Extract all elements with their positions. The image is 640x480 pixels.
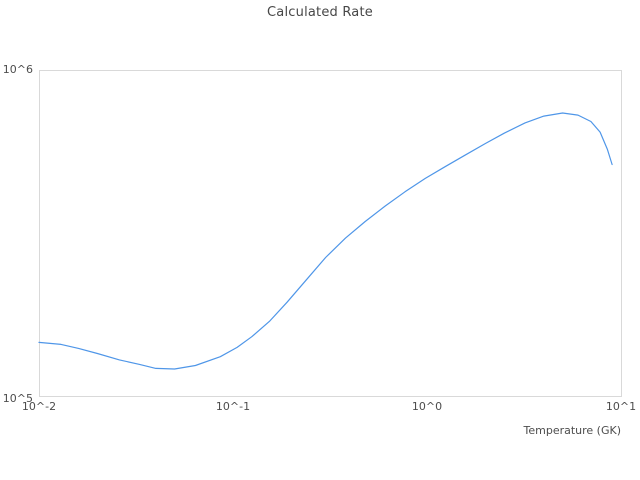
y-tick-10e5: 10^5 [2, 392, 33, 405]
y-tick-10e6: 10^6 [2, 63, 33, 76]
chart-title: Calculated Rate [267, 5, 373, 20]
x-tick-10e-1: 10^-1 [215, 400, 251, 413]
x-tick-10e-2: 10^-2 [21, 400, 57, 413]
x-tick-10e1: 10^1 [605, 400, 637, 413]
x-axis-label: Temperature (GK) [523, 424, 622, 437]
x-tick-10e0: 10^0 [411, 400, 443, 413]
plot-area [39, 70, 622, 397]
